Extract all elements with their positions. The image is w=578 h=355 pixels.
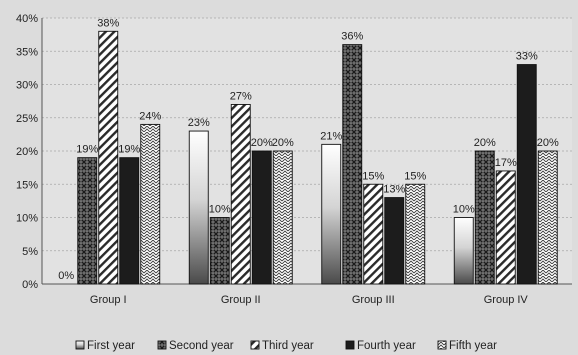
y-tick-label: 35% [16,46,38,58]
data-label: 38% [97,17,119,29]
legend: First year Second year Third year Fourth ye… [75,340,497,352]
legend-label: Second year [169,340,234,352]
data-label: 15% [362,170,384,182]
data-label: 17% [495,157,517,169]
data-label: 19% [76,144,98,156]
y-tick-label: 20% [16,146,38,158]
legend-item: Second year [157,340,234,352]
y-tick-label: 15% [16,179,38,191]
data-label: 15% [404,170,426,182]
data-label: 20% [537,137,559,149]
legend-item: First year [75,340,135,352]
x-tick-label: Group II [221,294,261,306]
y-tick-label: 5% [22,246,38,258]
data-label: 20% [251,137,273,149]
legend-swatch [75,340,85,350]
x-tick-label: Group III [352,294,395,306]
data-label: 13% [383,184,405,196]
data-label: 23% [188,117,210,129]
legend-item: Fourth year [345,340,416,352]
bar [495,170,516,285]
legend-swatch [250,340,260,350]
data-label: 20% [272,137,294,149]
x-axis-labels: Group I Group II Group III Group IV [90,294,529,306]
bar [537,150,558,285]
bar [251,150,272,285]
bar [98,30,119,285]
bar [77,157,98,285]
data-label: 21% [320,130,342,142]
y-tick-label: 30% [16,80,38,92]
legend-label: First year [87,340,135,352]
bars: 0%19%38%19%24%23%10%27%20%20%21%36%15%13… [58,17,559,285]
legend-label: Third year [262,340,314,352]
bar [453,217,474,285]
y-tick-label: 40% [16,13,38,25]
data-label: 10% [453,204,475,216]
data-label: 20% [474,137,496,149]
data-label: 19% [118,144,140,156]
bar [516,64,537,285]
data-label: 0% [58,270,74,282]
bar [342,44,363,285]
y-tick-label: 0% [22,279,38,291]
bar [321,143,342,285]
legend-swatch [157,340,167,350]
y-tick-label: 10% [16,213,38,225]
bar [188,130,209,285]
bar [119,157,140,285]
data-label: 33% [516,51,538,63]
x-tick-label: Group IV [484,294,529,306]
data-label: 24% [139,110,161,122]
bar [230,103,251,285]
y-tick-label: 25% [16,113,38,125]
bar [405,183,426,285]
data-label: 10% [209,204,231,216]
legend-swatch [437,340,447,350]
bar [384,197,405,285]
legend-item: Fifth year [437,340,497,352]
data-label: 27% [230,90,252,102]
bar [474,150,495,285]
data-label: 36% [341,31,363,43]
legend-label: Fifth year [449,340,497,352]
bar [140,123,161,285]
x-tick-label: Group I [90,294,127,306]
legend-label: Fourth year [357,340,416,352]
bar [272,150,293,285]
legend-swatch [345,340,355,350]
legend-item: Third year [250,340,314,352]
bar [209,217,230,285]
bar [363,183,384,285]
